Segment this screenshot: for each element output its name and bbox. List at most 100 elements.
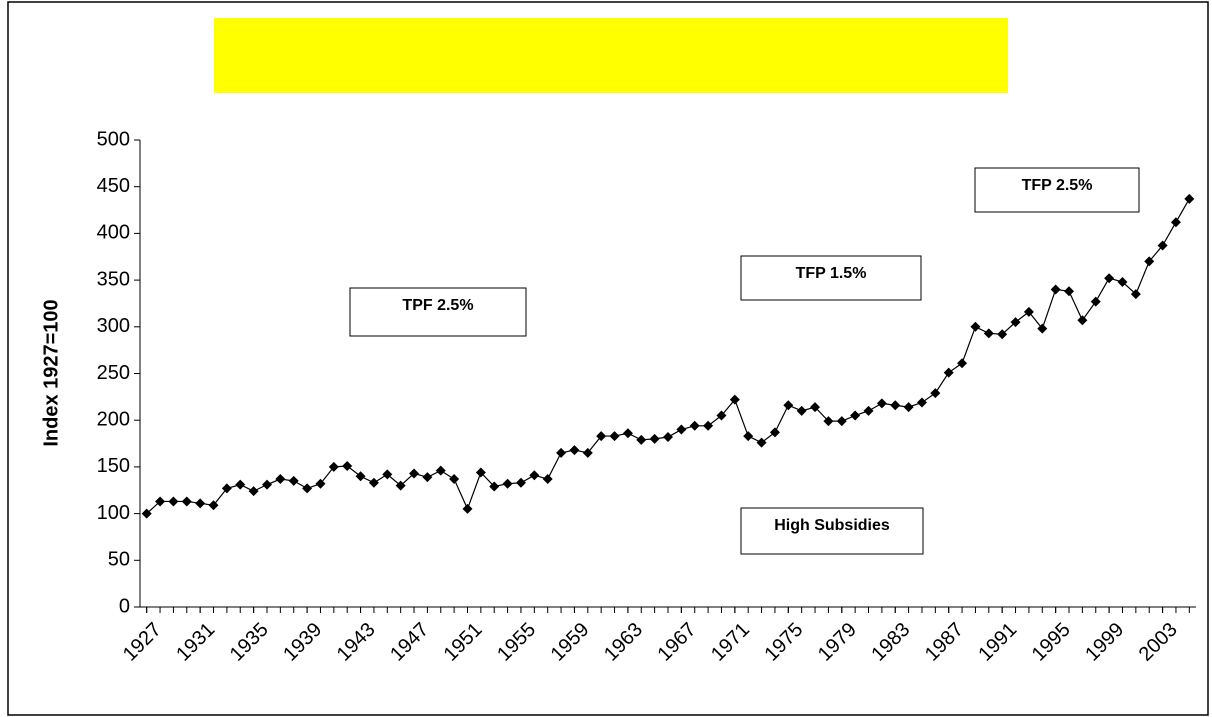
data-point (609, 431, 620, 442)
data-point (876, 398, 887, 409)
data-point (1023, 306, 1034, 317)
y-tick-label: 150 (97, 455, 130, 477)
data-point (288, 475, 299, 486)
data-point (355, 471, 366, 482)
data-point (850, 410, 861, 421)
y-axis-label: Index 1927=100 (40, 299, 62, 446)
data-point (997, 329, 1008, 340)
data-point (1117, 276, 1128, 287)
data-point (1064, 286, 1075, 297)
data-point (155, 496, 166, 507)
data-point (957, 358, 968, 369)
data-point (395, 480, 406, 491)
data-point (663, 432, 673, 443)
annotation: High Subsidies (774, 517, 890, 534)
data-point (1104, 273, 1115, 284)
y-tick-label: 50 (108, 549, 130, 571)
data-point (622, 428, 633, 439)
data-point (729, 394, 740, 405)
data-point (970, 321, 981, 332)
data-point (475, 467, 486, 478)
data-point (275, 474, 286, 485)
data-point (743, 431, 754, 442)
data-point (676, 424, 687, 435)
y-tick-label: 200 (97, 408, 130, 430)
data-point (1090, 296, 1101, 307)
data-point (1077, 315, 1088, 326)
data-point (769, 427, 780, 438)
data-point (515, 477, 526, 488)
title-box (214, 18, 1008, 93)
y-tick-label: 450 (97, 175, 130, 197)
data-point (596, 431, 607, 442)
data-point (1170, 217, 1181, 228)
data-point (368, 477, 379, 488)
data-point (930, 388, 941, 399)
annotation-box (349, 287, 527, 337)
data-point (221, 483, 232, 494)
annotation-box (974, 167, 1140, 213)
y-tick-label: 400 (97, 222, 130, 244)
y-tick-label: 100 (97, 502, 130, 524)
data-point (168, 496, 179, 507)
annotation: TFP 1.5% (796, 265, 867, 282)
data-point (836, 416, 847, 427)
y-tick-label: 0 (119, 595, 130, 617)
data-point (542, 474, 553, 485)
data-point (382, 469, 393, 480)
data-point (1157, 240, 1168, 251)
data-point (1184, 193, 1195, 204)
data-point (863, 405, 874, 416)
data-point (903, 402, 914, 413)
data-point (556, 447, 567, 458)
data-point (1130, 289, 1141, 300)
y-tick-label: 250 (97, 362, 130, 384)
data-point (489, 481, 500, 492)
data-point (943, 367, 954, 378)
data-point (1050, 284, 1061, 295)
data-point (342, 460, 353, 471)
data-point (1037, 323, 1048, 334)
data-point (890, 400, 901, 411)
chart-frame (7, 1, 1209, 716)
annotation-box (740, 507, 924, 555)
data-point (235, 479, 246, 490)
data-point (983, 328, 994, 339)
data-point (569, 445, 580, 456)
data-point (1010, 317, 1021, 328)
data-point (248, 486, 259, 497)
data-point (529, 470, 540, 481)
data-point (582, 447, 593, 458)
data-point (823, 416, 834, 427)
data-point (141, 508, 152, 519)
data-point (208, 500, 219, 511)
annotation: TFP 2.5% (1022, 177, 1093, 194)
data-point (649, 433, 660, 444)
annotation: TPF 2.5% (402, 297, 473, 314)
data-point (181, 496, 192, 507)
data-point (916, 397, 927, 408)
y-tick-label: 500 (97, 128, 130, 150)
data-point (422, 472, 433, 483)
y-tick-label: 300 (97, 315, 130, 337)
data-point (756, 437, 767, 448)
data-point (703, 420, 714, 431)
data-point (689, 420, 700, 431)
data-point (195, 498, 206, 509)
data-point (810, 402, 821, 413)
data-point (409, 468, 420, 479)
y-tick-label: 350 (97, 268, 130, 290)
data-point (1144, 256, 1155, 267)
data-point (449, 474, 460, 485)
data-point (716, 410, 727, 421)
data-point (328, 461, 339, 472)
annotation-box (740, 255, 922, 301)
data-point (796, 405, 807, 416)
data-point (462, 503, 473, 514)
data-point (435, 465, 446, 476)
data-point (502, 478, 513, 489)
data-point (261, 479, 272, 490)
data-point (636, 434, 647, 445)
data-point (315, 478, 326, 489)
